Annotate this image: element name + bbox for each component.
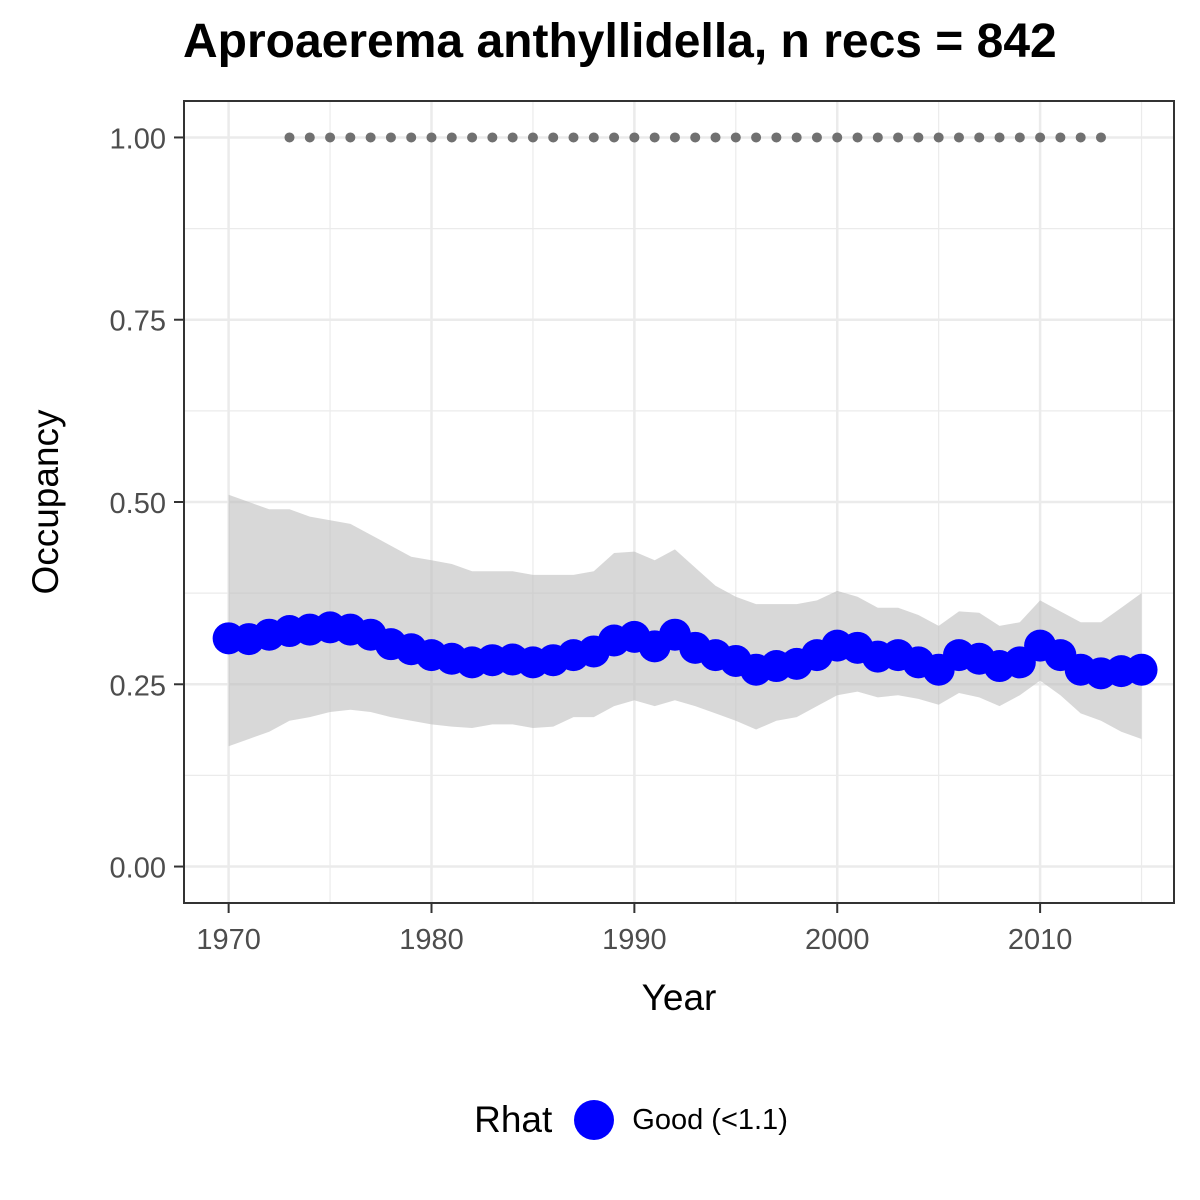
record-point [609, 132, 620, 143]
legend-title: Rhat [474, 1099, 553, 1140]
record-point [953, 132, 964, 143]
record-point [872, 132, 883, 143]
record-point [284, 132, 295, 143]
occupancy-chart: 1970 1980 1990 2000 2010 0.00 0.25 0.50 0.75 1.0… [25, 100, 1175, 1018]
y-axis-title: Occupancy [25, 409, 66, 595]
y-axis-ticks: 0.00 0.25 0.50 0.75 1.00 [110, 123, 184, 885]
record-point [751, 132, 762, 143]
record-points-layer [284, 132, 1106, 143]
record-point [385, 132, 396, 143]
y-tick-label: 0.25 [110, 670, 166, 702]
x-tick-label: 2010 [1008, 924, 1073, 956]
record-point [852, 132, 863, 143]
x-tick-label: 1970 [196, 924, 261, 956]
legend-label: Good (<1.1) [632, 1103, 788, 1136]
record-point [893, 132, 904, 143]
y-tick-label: 0.00 [110, 853, 166, 885]
record-point [1014, 132, 1025, 143]
record-point [832, 132, 843, 143]
record-point [629, 132, 640, 143]
record-point [345, 132, 356, 143]
record-point [710, 132, 721, 143]
record-point [527, 132, 538, 143]
record-point [446, 132, 457, 143]
record-point [913, 132, 924, 143]
chart-title: Aproaerema anthyllidella, n recs = 842 [183, 15, 1057, 68]
record-point [467, 132, 478, 143]
record-point [1035, 132, 1046, 143]
record-point [649, 132, 660, 143]
record-point [426, 132, 437, 143]
record-point [933, 132, 944, 143]
record-point [406, 132, 417, 143]
occupancy-point [1125, 653, 1158, 686]
record-point [771, 132, 782, 143]
confidence-ribbon-layer [228, 494, 1142, 747]
record-point [994, 132, 1005, 143]
record-point [974, 132, 985, 143]
y-tick-label: 0.50 [110, 488, 166, 520]
record-point [568, 132, 579, 143]
record-point [507, 132, 518, 143]
x-tick-label: 1990 [602, 924, 667, 956]
record-point [548, 132, 559, 143]
legend: Rhat Good (<1.1) [0, 1090, 1200, 1150]
x-axis-ticks: 1970 1980 1990 2000 2010 [196, 903, 1072, 956]
y-tick-label: 0.75 [110, 306, 166, 338]
record-point [730, 132, 741, 143]
major-gridlines [184, 101, 1174, 903]
record-point [1055, 132, 1066, 143]
record-point [669, 132, 680, 143]
record-point [1075, 132, 1086, 143]
record-point [811, 132, 822, 143]
record-point [325, 132, 336, 143]
record-point [304, 132, 315, 143]
record-point [1095, 132, 1106, 143]
y-tick-label: 1.00 [110, 123, 166, 155]
record-point [365, 132, 376, 143]
record-point [487, 132, 498, 143]
legend-key-circle [574, 1100, 615, 1140]
record-point [791, 132, 802, 143]
x-tick-label: 1980 [399, 924, 464, 956]
confidence-ribbon [228, 494, 1142, 747]
occupancy-points-layer [212, 611, 1158, 690]
record-point [588, 132, 599, 143]
x-axis-title: Year [642, 977, 717, 1018]
x-tick-label: 2000 [805, 924, 870, 956]
record-point [690, 132, 701, 143]
